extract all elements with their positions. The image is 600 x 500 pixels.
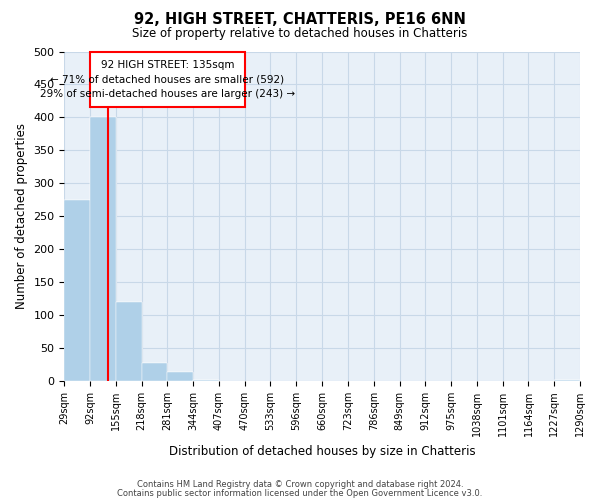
Y-axis label: Number of detached properties: Number of detached properties <box>15 123 28 309</box>
Bar <box>193 380 219 381</box>
Bar <box>90 118 116 381</box>
Text: Size of property relative to detached houses in Chatteris: Size of property relative to detached ho… <box>133 28 467 40</box>
X-axis label: Distribution of detached houses by size in Chatteris: Distribution of detached houses by size … <box>169 444 476 458</box>
Bar <box>90 118 116 381</box>
FancyBboxPatch shape <box>90 52 245 108</box>
Bar <box>116 302 142 381</box>
Text: 92 HIGH STREET: 135sqm
← 71% of detached houses are smaller (592)
29% of semi-de: 92 HIGH STREET: 135sqm ← 71% of detached… <box>40 60 295 100</box>
Text: Contains public sector information licensed under the Open Government Licence v3: Contains public sector information licen… <box>118 488 482 498</box>
Bar <box>142 363 167 381</box>
Bar <box>116 302 142 381</box>
Bar <box>64 200 90 381</box>
Bar <box>167 372 193 381</box>
Bar <box>142 363 167 381</box>
Bar <box>167 372 193 381</box>
Text: Contains HM Land Registry data © Crown copyright and database right 2024.: Contains HM Land Registry data © Crown c… <box>137 480 463 489</box>
Bar <box>193 380 219 381</box>
Bar <box>554 380 580 381</box>
Bar <box>554 380 580 381</box>
Text: 92, HIGH STREET, CHATTERIS, PE16 6NN: 92, HIGH STREET, CHATTERIS, PE16 6NN <box>134 12 466 28</box>
Bar <box>64 200 90 381</box>
